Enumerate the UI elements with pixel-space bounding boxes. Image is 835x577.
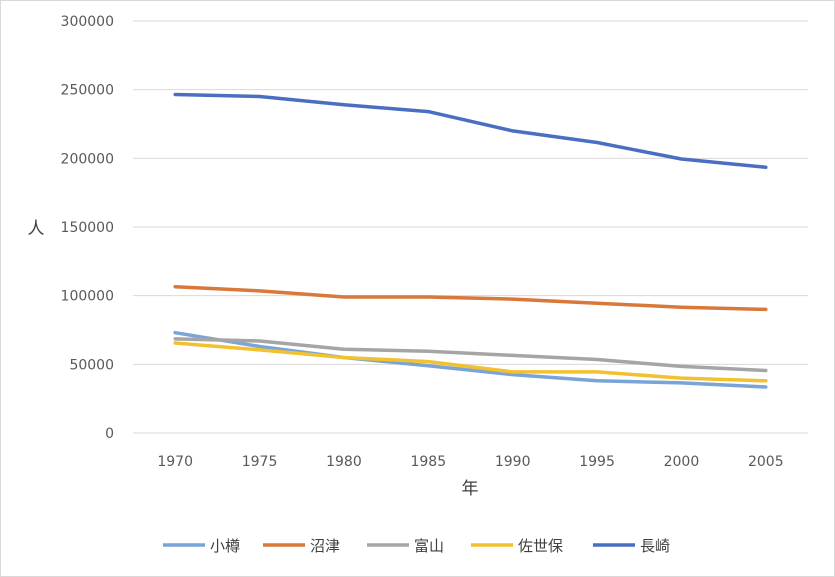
x-tick-label: 1970 xyxy=(157,454,193,470)
x-tick-label: 2000 xyxy=(664,454,700,470)
x-tick-labels: 1970 1975 1980 1985 1990 1995 2000 2005 xyxy=(157,454,783,470)
y-tick-label: 100000 xyxy=(61,289,114,305)
y-tick-label: 250000 xyxy=(61,83,114,99)
x-tick-label: 1985 xyxy=(410,454,446,470)
gridlines xyxy=(133,20,808,434)
x-tick-label: 1975 xyxy=(242,454,278,470)
y-tick-label: 0 xyxy=(105,426,114,442)
legend-label: 長崎 xyxy=(640,537,670,555)
legend-label: 沼津 xyxy=(310,537,340,555)
legend-label: 富山 xyxy=(414,537,444,555)
series-line xyxy=(173,337,768,373)
x-tick-label: 1990 xyxy=(495,454,531,470)
y-tick-labels: 0 50000 100000 150000 200000 250000 300000 xyxy=(61,14,114,442)
legend-label: 小樽 xyxy=(210,537,240,555)
y-axis-title: 人 xyxy=(28,219,45,239)
y-tick-label: 150000 xyxy=(61,220,114,236)
y-tick-label: 50000 xyxy=(69,357,114,373)
series-line xyxy=(173,284,768,312)
series-line xyxy=(173,92,768,170)
legend: 小樽 沼津 富山 佐世保 長崎 xyxy=(163,537,670,555)
x-tick-label: 2005 xyxy=(748,454,784,470)
x-axis-title: 年 xyxy=(462,479,479,499)
series-line xyxy=(173,330,768,389)
legend-label: 佐世保 xyxy=(518,537,563,555)
x-tick-label: 1995 xyxy=(579,454,615,470)
y-tick-label: 200000 xyxy=(61,151,114,167)
y-tick-label: 300000 xyxy=(61,14,114,30)
series-line xyxy=(173,341,768,383)
x-tick-label: 1980 xyxy=(326,454,362,470)
series-lines xyxy=(173,92,768,389)
